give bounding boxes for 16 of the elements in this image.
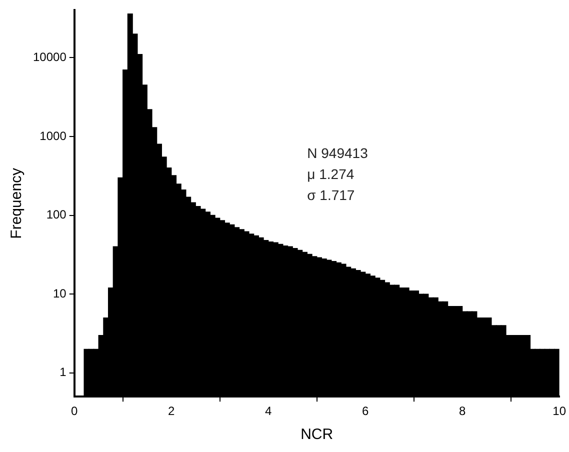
x-axis-title: NCR [300, 426, 334, 444]
x-tick-label: 2 [168, 404, 176, 418]
annotation: μ 1.274 [307, 166, 354, 182]
x-tick-label: 0 [71, 404, 78, 418]
y-tick-label: 1000 [40, 128, 67, 143]
x-tick-label: 6 [362, 404, 369, 418]
y-tick-label: 10 [53, 286, 67, 300]
y-axis-title: Frequency [8, 167, 26, 239]
x-tick-label: 4 [265, 404, 272, 418]
x-tick-label: 8 [458, 404, 466, 418]
x-tick-label: 10 [552, 404, 566, 418]
y-tick-label: 1 [60, 365, 67, 380]
annotation: N 949413 [307, 145, 368, 162]
y-tick-label: 10000 [32, 50, 67, 64]
annotation: σ 1.717 [307, 187, 355, 204]
y-tick-label: 100 [46, 208, 67, 222]
